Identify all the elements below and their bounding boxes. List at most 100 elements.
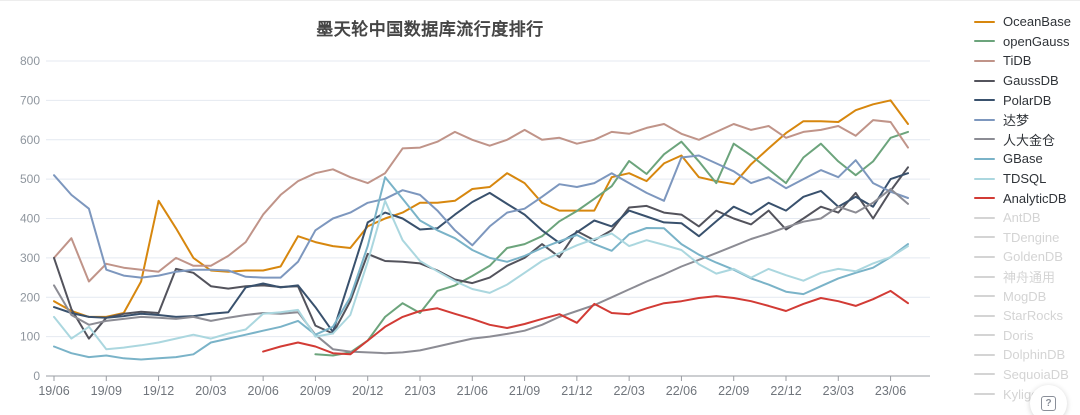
line-chart: 0 100 200 300 400 500 600 700 800 19/06 19/09 19/12… bbox=[20, 54, 930, 398]
x-axis-label-21/09: 21/09 bbox=[509, 384, 540, 398]
legend-label: 人大金仓 bbox=[1003, 132, 1056, 148]
series-line-GaussDB[interactable] bbox=[53, 166, 909, 340]
legend-line-swatch bbox=[974, 157, 995, 160]
legend-item-AntDB[interactable]: AntDB bbox=[974, 208, 1080, 228]
legend-label: StarRocks bbox=[1003, 308, 1063, 324]
x-axis-label-21/06: 21/06 bbox=[457, 384, 488, 398]
legend-label: DolphinDB bbox=[1003, 347, 1066, 363]
legend-item-GBase[interactable]: GBase bbox=[974, 149, 1080, 169]
y-axis-label-800: 800 bbox=[20, 54, 40, 68]
y-axis-label-200: 200 bbox=[20, 290, 40, 304]
x-axis-label-21/12: 21/12 bbox=[561, 384, 592, 398]
series-line-人大金仓[interactable] bbox=[53, 188, 909, 355]
legend-label: GoldenDB bbox=[1003, 249, 1063, 265]
help-button[interactable]: ? bbox=[1030, 385, 1067, 415]
legend-item-达梦[interactable]: 达梦 bbox=[974, 110, 1080, 130]
legend-label: TiDB bbox=[1003, 53, 1032, 69]
x-axis-label-22/12: 22/12 bbox=[770, 384, 801, 398]
series-line-AnalyticDB[interactable] bbox=[262, 289, 909, 356]
legend-item-人大金仓[interactable]: 人大金仓 bbox=[974, 130, 1080, 150]
legend-item-MogDB[interactable]: MogDB bbox=[974, 286, 1080, 306]
legend-item-TDengine[interactable]: TDengine bbox=[974, 228, 1080, 248]
legend-item-Doris[interactable]: Doris bbox=[974, 326, 1080, 346]
x-axis-label-22/03: 22/03 bbox=[614, 384, 645, 398]
x-axis-label-19/06: 19/06 bbox=[38, 384, 69, 398]
legend-label: AntDB bbox=[1003, 210, 1041, 226]
series-line-TiDB[interactable] bbox=[53, 119, 909, 283]
legend-label: 神舟通用 bbox=[1003, 270, 1056, 286]
x-axis-label-20/06: 20/06 bbox=[248, 384, 279, 398]
legend-line-swatch bbox=[974, 393, 995, 396]
legend-label: 达梦 bbox=[1003, 113, 1030, 129]
x-axis-label-21/03: 21/03 bbox=[404, 384, 435, 398]
series-line-openGauss[interactable] bbox=[314, 130, 909, 357]
legend-line-swatch bbox=[974, 138, 995, 141]
legend-label: GBase bbox=[1003, 151, 1043, 167]
legend-item-AnalyticDB[interactable]: AnalyticDB bbox=[974, 188, 1080, 208]
legend-label: TDengine bbox=[1003, 229, 1060, 245]
legend-line-swatch bbox=[974, 216, 995, 219]
x-axis-label-22/06: 22/06 bbox=[666, 384, 697, 398]
legend-item-GoldenDB[interactable]: GoldenDB bbox=[974, 247, 1080, 267]
legend-label: TDSQL bbox=[1003, 171, 1047, 187]
legend-label: OceanBase bbox=[1003, 14, 1071, 30]
legend-item-openGauss[interactable]: openGauss bbox=[974, 32, 1080, 52]
legend-item-GaussDB[interactable]: GaussDB bbox=[974, 71, 1080, 91]
legend-line-swatch bbox=[974, 118, 995, 121]
legend-item-SequoiaDB[interactable]: SequoiaDB bbox=[974, 365, 1080, 385]
legend-line-swatch bbox=[974, 59, 995, 62]
legend-line-swatch bbox=[974, 197, 995, 200]
y-axis-label-100: 100 bbox=[20, 330, 40, 344]
legend-item-OceanBase[interactable]: OceanBase bbox=[974, 12, 1080, 32]
y-axis-label-400: 400 bbox=[20, 212, 40, 226]
legend-line-swatch bbox=[974, 373, 995, 376]
legend-line-swatch bbox=[974, 314, 995, 317]
question-mark-icon: ? bbox=[1041, 396, 1056, 411]
x-axis-label-23/06: 23/06 bbox=[875, 384, 906, 398]
x-axis-label-20/09: 20/09 bbox=[300, 384, 331, 398]
x-axis-label-19/09: 19/09 bbox=[91, 384, 122, 398]
legend-line-swatch bbox=[974, 295, 995, 298]
legend-line-swatch bbox=[974, 177, 995, 180]
legend-item-DolphinDB[interactable]: DolphinDB bbox=[974, 345, 1080, 365]
legend-label: GaussDB bbox=[1003, 73, 1059, 89]
legend-item-StarRocks[interactable]: StarRocks bbox=[974, 306, 1080, 326]
x-axis-label-19/12: 19/12 bbox=[143, 384, 174, 398]
y-axis-label-300: 300 bbox=[20, 251, 40, 265]
legend-line-swatch bbox=[974, 40, 995, 43]
legend-line-swatch bbox=[974, 20, 995, 23]
y-axis-label-0: 0 bbox=[33, 369, 40, 383]
series-line-GBase[interactable] bbox=[53, 176, 909, 361]
series-line-OceanBase[interactable] bbox=[53, 99, 909, 318]
legend-label: openGauss bbox=[1003, 33, 1070, 49]
legend-label: AnalyticDB bbox=[1003, 190, 1067, 206]
legend-line-swatch bbox=[974, 79, 995, 82]
y-axis-label-600: 600 bbox=[20, 133, 40, 147]
legend-line-swatch bbox=[974, 236, 995, 239]
legend-item-TDSQL[interactable]: TDSQL bbox=[974, 169, 1080, 189]
y-axis-label-700: 700 bbox=[20, 93, 40, 107]
chart-legend: OceanBase openGauss TiDB GaussDB PolarDB 达梦人大… bbox=[974, 12, 1080, 404]
x-axis-label-23/03: 23/03 bbox=[823, 384, 854, 398]
legend-label: PolarDB bbox=[1003, 92, 1052, 108]
x-axis-label-22/09: 22/09 bbox=[718, 384, 749, 398]
series-line-达梦[interactable] bbox=[53, 154, 909, 279]
legend-line-swatch bbox=[974, 334, 995, 337]
legend-line-swatch bbox=[974, 353, 995, 356]
y-axis-label-500: 500 bbox=[20, 172, 40, 186]
legend-line-swatch bbox=[974, 99, 995, 102]
series-line-PolarDB[interactable] bbox=[53, 172, 909, 333]
series-line-TDSQL[interactable] bbox=[53, 199, 909, 351]
legend-item-TiDB[interactable]: TiDB bbox=[974, 51, 1080, 71]
legend-line-swatch bbox=[974, 255, 995, 258]
legend-label: SequoiaDB bbox=[1003, 366, 1069, 382]
legend-line-swatch bbox=[974, 275, 995, 278]
chart-title: 墨天轮中国数据库流行度排行 bbox=[316, 20, 544, 39]
legend-item-神舟通用[interactable]: 神舟通用 bbox=[974, 267, 1080, 287]
legend-label: Doris bbox=[1003, 327, 1034, 343]
legend-label: MogDB bbox=[1003, 288, 1047, 304]
x-axis-label-20/12: 20/12 bbox=[352, 384, 383, 398]
x-axis-label-20/03: 20/03 bbox=[195, 384, 226, 398]
legend-item-PolarDB[interactable]: PolarDB bbox=[974, 90, 1080, 110]
